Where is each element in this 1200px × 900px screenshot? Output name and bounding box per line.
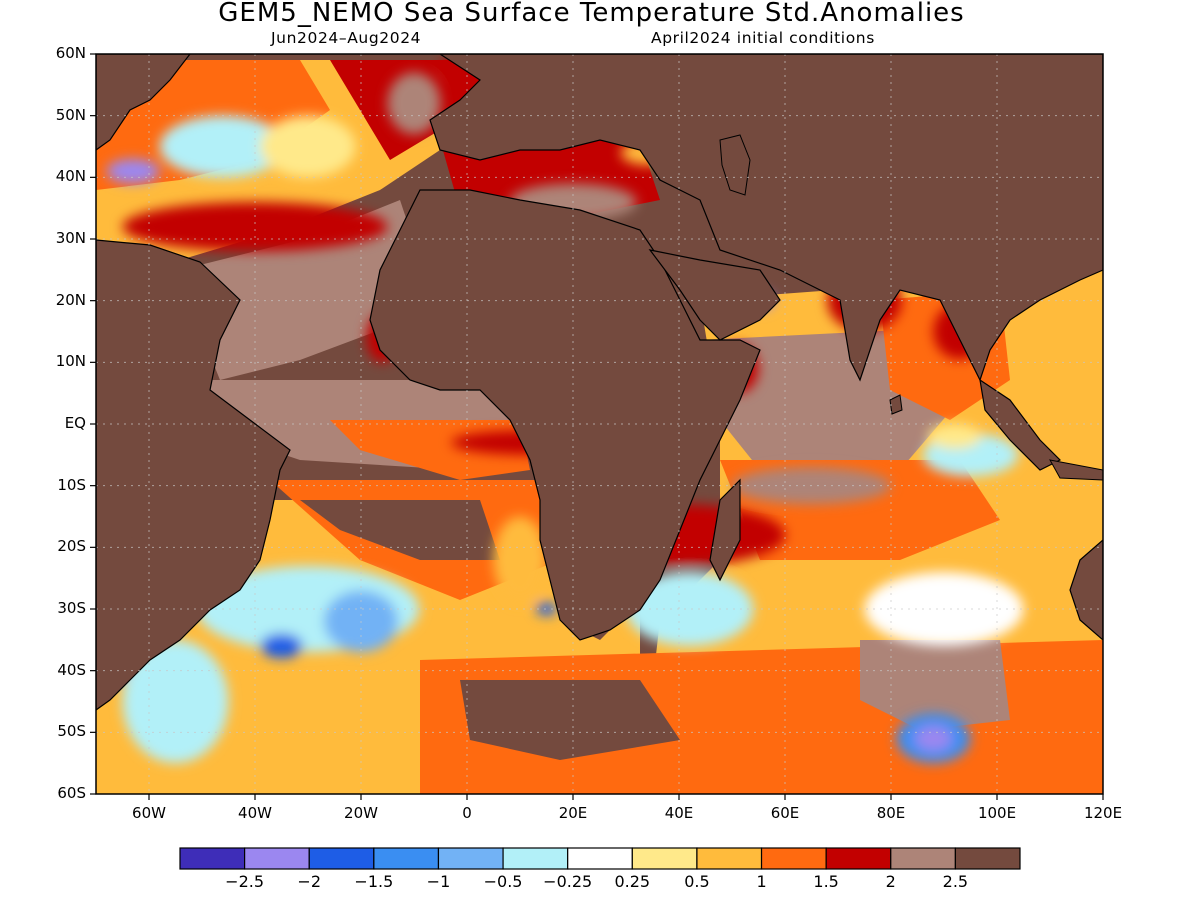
colorbar-swatch-5: [502, 847, 569, 870]
colorbar-label-3: −1: [426, 872, 451, 891]
eurasia: [429, 54, 1103, 382]
caspian-sea: [719, 134, 751, 196]
colorbar-swatch-11: [890, 847, 956, 870]
band-subtropical-neutral: [180, 200, 420, 380]
ocean-field: [96, 54, 1103, 794]
colorbar-swatch-3: [373, 847, 440, 870]
y-tick-label-9: 30S: [57, 599, 86, 617]
land-masses: [96, 54, 1103, 711]
sumatra: [979, 378, 1062, 471]
colorbar-label-5: −0.25: [543, 872, 593, 891]
graticule: [96, 54, 1103, 794]
anomaly-region-18: [535, 602, 558, 616]
colorbar-swatch-2: [308, 847, 375, 870]
x-tick-label-9: 120E: [1083, 804, 1123, 822]
anomaly-region-19: [626, 572, 754, 646]
anomaly-region-7: [106, 158, 160, 184]
south-america: [96, 239, 291, 711]
band-s-atlantic-land-tone: [300, 500, 500, 560]
colorbar-swatch-10: [825, 847, 892, 870]
x-tick-label-8: 100E: [977, 804, 1017, 822]
colorbar-label-1: −2: [297, 872, 322, 891]
axis-ticks: [90, 53, 1104, 800]
colorbar-label-0: −2.5: [225, 872, 265, 891]
colorbar-label-4: −0.5: [483, 872, 523, 891]
anomaly-region-25: [387, 72, 441, 135]
y-tick-label-3: 30N: [55, 229, 86, 247]
colorbar-label-9: 1.5: [813, 872, 839, 891]
java: [1049, 459, 1103, 481]
y-tick-label-2: 40N: [55, 167, 86, 186]
australia: [1069, 539, 1103, 641]
colorbar-label-10: 2: [885, 872, 896, 891]
x-tick-label-4: 20E: [558, 804, 588, 822]
x-tick-label-6: 60E: [770, 804, 800, 822]
colorbar-swatch-12: [954, 847, 1021, 870]
y-tick-label-5: 10N: [55, 352, 86, 371]
y-tick-label-11: 50S: [57, 722, 86, 741]
y-tick-label-4: 20N: [55, 290, 86, 309]
colorbar-label-11: 2.5: [942, 872, 969, 891]
colorbar-swatch-8: [696, 847, 763, 870]
forecast-period: Jun2024–Aug2024: [271, 29, 422, 47]
y-tick-label-8: 20S: [57, 537, 86, 556]
colorbar-swatch-7: [631, 847, 698, 870]
colorbar-swatch-9: [760, 847, 827, 870]
colorbar: [179, 847, 1021, 870]
colorbar-swatch-6: [567, 847, 633, 870]
x-tick-label-3: 0: [462, 804, 472, 822]
x-tick-label-5: 40E: [664, 804, 694, 822]
colorbar-swatch-1: [244, 847, 310, 870]
map-title: GEM5_NEMO Sea Surface Temperature Std.An…: [218, 0, 965, 28]
madagascar: [709, 478, 741, 582]
colorbar-swatch-0: [179, 847, 246, 870]
anomaly-region-8: [260, 115, 356, 178]
anomaly-region-3: [928, 424, 982, 449]
colorbar-label-2: −1.5: [354, 872, 394, 891]
y-tick-label-10: 40S: [57, 660, 86, 679]
anomaly-region-14: [260, 633, 303, 659]
arabian-peninsula: [648, 249, 781, 341]
y-tick-label-1: 50N: [55, 105, 86, 124]
band-southern-neutral: [860, 640, 1010, 730]
colorbar-swatch-4: [437, 847, 504, 870]
y-tick-label-12: 60S: [57, 784, 86, 802]
colorbar-label-6: 0.25: [614, 872, 651, 891]
y-tick-label-0: 60N: [55, 44, 86, 62]
x-tick-label-1: 40W: [238, 804, 272, 822]
x-tick-label-0: 60W: [132, 804, 166, 822]
anomaly-region-22: [914, 726, 952, 751]
colorbar-label-8: 1: [756, 872, 767, 891]
colorbar-label-7: 0.5: [684, 872, 710, 891]
initial-conditions-label: April2024 initial conditions: [651, 29, 875, 47]
x-tick-label-7: 80E: [876, 804, 906, 822]
north-america: [96, 54, 191, 151]
y-tick-label-7: 10S: [57, 475, 86, 494]
y-tick-label-6: EQ: [64, 414, 86, 432]
band-southern-land-tone-1: [460, 680, 680, 760]
x-tick-label-2: 20W: [344, 804, 378, 822]
anomaly-region-17: [493, 516, 547, 603]
sri-lanka: [889, 394, 903, 415]
